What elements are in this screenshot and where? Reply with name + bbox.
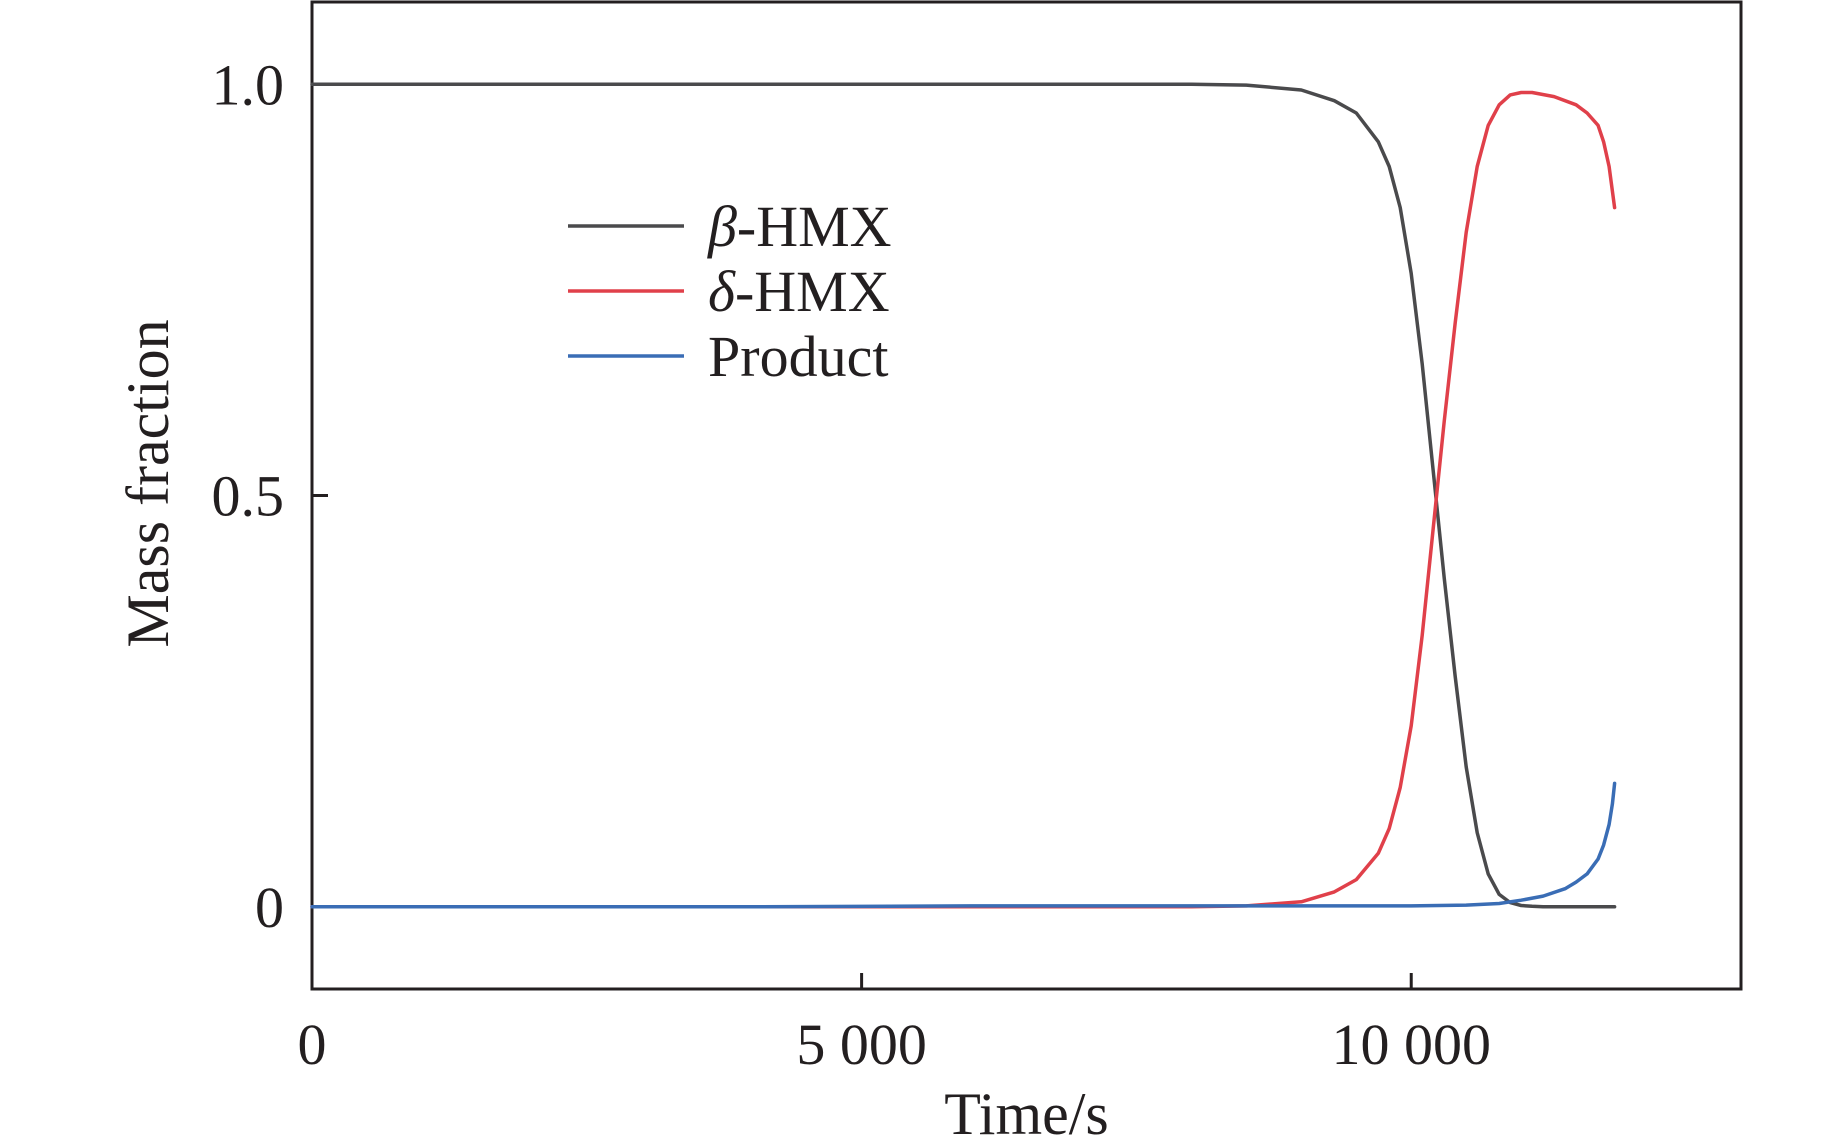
series-line-beta-hmx — [310, 82, 1617, 909]
series-layer — [310, 82, 1617, 909]
ticks-layer: 0 5 000 10 000 0 0.5 1.0 — [212, 52, 1491, 1077]
x-tick-label: 10 000 — [1331, 1012, 1491, 1077]
legend-label: β-HMX — [707, 194, 892, 259]
series-line-product — [310, 781, 1617, 909]
legend-label: Product — [708, 324, 888, 389]
x-tick-label: 5 000 — [796, 1012, 927, 1077]
legend-text: Product — [708, 324, 888, 389]
legend-text: -HMX — [735, 259, 890, 324]
y-tick-label: 0 — [255, 875, 284, 940]
y-tick-label: 1.0 — [212, 52, 285, 117]
legend-text: -HMX — [737, 194, 892, 259]
x-axis-title: Time/s — [944, 1081, 1109, 1142]
legend-label: δ-HMX — [708, 259, 890, 324]
series-line-delta-hmx — [310, 90, 1617, 909]
y-axis-title: Mass fraction — [115, 319, 181, 647]
x-tick-label: 0 — [298, 1012, 327, 1077]
y-tick-label: 0.5 — [212, 464, 285, 529]
legend-greek-symbol: δ — [708, 259, 736, 324]
plot-frame — [310, 0, 1743, 991]
legend-greek-symbol: β — [707, 194, 737, 259]
